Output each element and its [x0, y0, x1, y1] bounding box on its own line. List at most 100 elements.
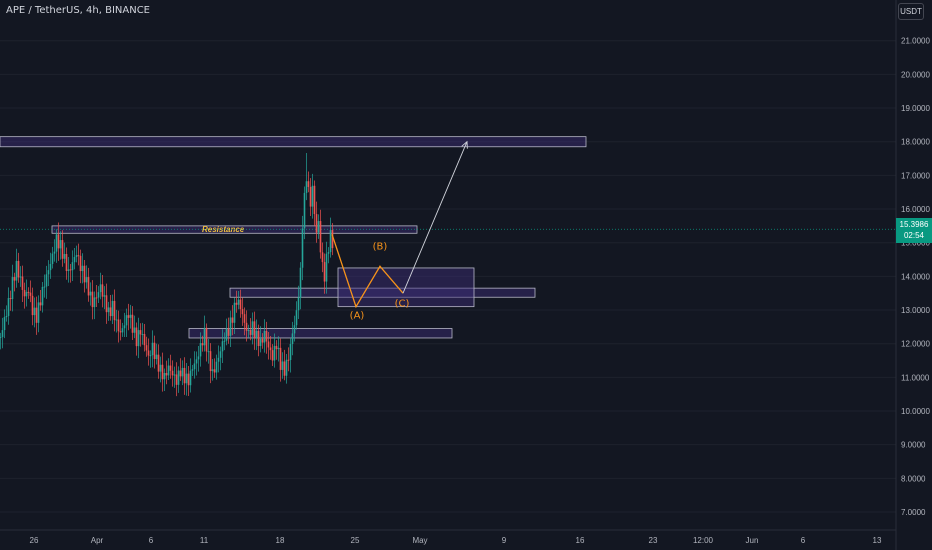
candle-body: [35, 307, 38, 323]
target-arrow-line[interactable]: [402, 141, 468, 294]
price-zone-rect[interactable]: [229, 287, 536, 298]
candle-body: [241, 309, 244, 315]
y-tick-label: 11.0000: [901, 373, 930, 382]
candle-body: [149, 355, 152, 357]
candle-body: [309, 186, 312, 207]
candle-body: [1, 330, 4, 337]
candle-body: [197, 356, 200, 360]
candle-body: [29, 292, 32, 296]
candle-body: [135, 327, 138, 347]
candle-body: [41, 286, 44, 306]
candle-body: [133, 327, 136, 333]
candle-body: [193, 363, 196, 370]
candle-body: [139, 330, 142, 335]
candle-body: [87, 277, 90, 296]
candle-body: [229, 317, 232, 336]
candle-body: [293, 325, 296, 334]
candle-body: [67, 269, 70, 272]
x-tick-label: 23: [649, 536, 658, 545]
x-tick-label: May: [412, 536, 427, 545]
candle-body: [245, 322, 248, 331]
candle-body: [103, 295, 106, 297]
candle-body: [71, 262, 74, 271]
candle-body: [109, 307, 112, 317]
wave-label: (A): [350, 310, 365, 321]
candle-body: [269, 347, 272, 351]
candle-body: [15, 260, 18, 281]
candle-body: [165, 372, 168, 376]
candle-body: [61, 240, 64, 259]
candle-body: [117, 319, 120, 332]
candle-body: [201, 343, 204, 346]
candle-body: [69, 269, 72, 271]
candle-body: [285, 359, 288, 376]
candle-body: [191, 369, 194, 371]
x-tick-label: 9: [502, 536, 507, 545]
candle-body: [317, 221, 320, 233]
candle-body: [273, 345, 276, 361]
candle-body: [141, 334, 144, 336]
candle-body: [93, 297, 96, 308]
candle-body: [79, 255, 82, 272]
candle-body: [235, 302, 238, 305]
candle-body: [277, 347, 280, 350]
candle-body: [187, 373, 190, 386]
candle-body: [279, 347, 282, 370]
candle-body: [9, 298, 12, 300]
x-tick-label: Apr: [91, 536, 104, 545]
candle-body: [11, 277, 14, 300]
y-tick-label: 21.0000: [901, 37, 930, 46]
candle-body: [173, 374, 176, 376]
y-tick-label: 10.0000: [901, 407, 930, 416]
price-zone-rect[interactable]: [188, 328, 453, 339]
candle-body: [255, 330, 258, 338]
y-tick-label: 17.0000: [901, 171, 930, 180]
candle-body: [243, 314, 246, 323]
candle-body: [7, 298, 10, 316]
candle-body: [327, 252, 330, 254]
candle-body: [257, 330, 260, 347]
candle-body: [75, 255, 78, 258]
candle-body: [55, 234, 58, 252]
candle-body: [239, 299, 242, 310]
candle-body: [19, 276, 22, 278]
candle-body: [205, 327, 208, 352]
candle-body: [151, 342, 154, 356]
candle-body: [119, 331, 122, 333]
abc-target-box[interactable]: [337, 267, 475, 308]
candle-body: [283, 361, 286, 376]
resistance-label: Resistance: [202, 225, 245, 234]
candle-body: [47, 270, 50, 275]
wave-label: (B): [373, 241, 388, 252]
y-tick-label: 7.0000: [901, 508, 926, 517]
currency-button[interactable]: USDT: [898, 3, 924, 20]
candle-body: [131, 314, 134, 333]
candle-body: [147, 350, 150, 356]
candle-body: [169, 365, 172, 371]
y-tick-label: 13.0000: [901, 306, 930, 315]
candle-body: [305, 181, 308, 193]
candle-body: [85, 277, 88, 283]
candle-body: [3, 317, 6, 331]
y-tick-label: 8.0000: [901, 474, 926, 483]
candle-body: [23, 289, 26, 297]
candle-body: [81, 265, 84, 272]
y-tick-label: 18.0000: [901, 138, 930, 147]
candle-body: [331, 230, 334, 249]
candle-body: [153, 342, 156, 360]
price-zone-rect[interactable]: [0, 136, 587, 148]
candle-body: [221, 341, 224, 352]
candle-body: [175, 374, 178, 385]
candle-body: [329, 230, 332, 253]
candle-body: [127, 315, 130, 318]
candle-body: [63, 253, 66, 259]
candle-body: [161, 364, 164, 380]
candle-body: [129, 314, 132, 318]
candle-body: [123, 325, 126, 329]
candle-body: [33, 307, 36, 316]
abc-wave-path[interactable]: [331, 234, 404, 309]
last-price-value: 15.3986: [899, 220, 929, 229]
candle-body: [101, 284, 104, 297]
